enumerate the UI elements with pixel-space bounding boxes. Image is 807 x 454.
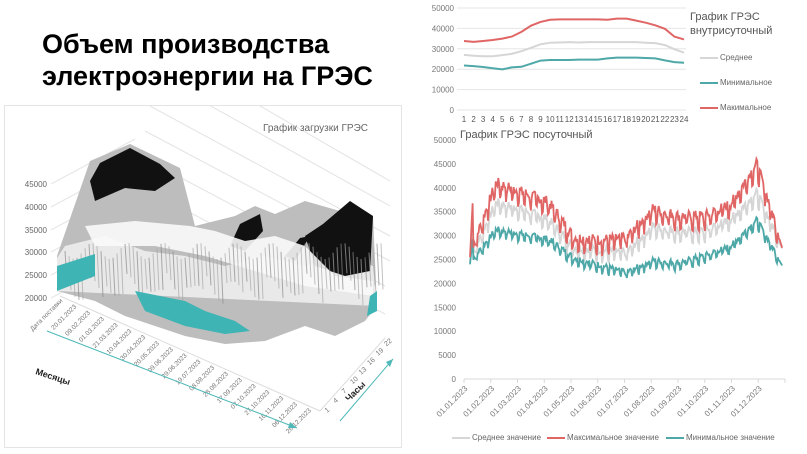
- svg-text:10: 10: [546, 115, 555, 124]
- svg-text:0: 0: [450, 106, 455, 115]
- svg-text:7: 7: [341, 388, 349, 396]
- daily-legend-swatch-min: [666, 436, 684, 439]
- svg-text:45000: 45000: [25, 180, 48, 189]
- svg-text:0: 0: [452, 375, 457, 384]
- svg-text:12: 12: [565, 115, 574, 124]
- svg-text:8: 8: [529, 115, 534, 124]
- x-axis-title: Месяцы: [34, 366, 71, 387]
- svg-text:20: 20: [641, 115, 650, 124]
- svg-text:4: 4: [332, 397, 340, 405]
- months-arrow-icon: [288, 422, 297, 428]
- svg-text:30000: 30000: [25, 248, 48, 257]
- daily-legend-label-min: Минимальное значение: [686, 433, 775, 442]
- daily-legend-label-max: Максимальное значение: [567, 433, 659, 442]
- daily-series-line: [469, 215, 783, 279]
- legend-swatch-avg: [700, 56, 718, 59]
- svg-text:15000: 15000: [434, 303, 457, 312]
- daily-legend-max: Максимальное значение: [547, 433, 659, 442]
- daily-chart: 0 5000 10000 15000 20000 25000 30000 35000 40000…: [434, 136, 786, 419]
- load-3d-chart: График загрузки ГРЭС 20000 25000 30000 3500…: [4, 50, 402, 448]
- daily-series-line: [469, 186, 783, 264]
- svg-text:20000: 20000: [434, 279, 457, 288]
- svg-text:23: 23: [670, 115, 679, 124]
- svg-text:3: 3: [481, 115, 486, 124]
- svg-text:1: 1: [462, 115, 467, 124]
- svg-text:11: 11: [555, 115, 564, 124]
- daily-legend-swatch-max: [547, 436, 565, 439]
- slide-title-line1: Объем производства: [42, 29, 330, 59]
- svg-text:50000: 50000: [434, 136, 457, 145]
- series-line: [463, 56, 685, 71]
- svg-text:16: 16: [603, 115, 612, 124]
- slide-title: Объем производства электроэнергии на ГРЭ…: [42, 28, 373, 92]
- svg-text:25000: 25000: [434, 256, 457, 265]
- svg-text:5: 5: [500, 115, 505, 124]
- intraday-title-line1: График ГРЭС: [690, 11, 760, 23]
- legend-item-min: Минимальное: [700, 78, 772, 87]
- legend-label-max: Макимальное: [720, 103, 772, 112]
- svg-text:15: 15: [593, 115, 602, 124]
- svg-text:22: 22: [660, 115, 669, 124]
- svg-text:35000: 35000: [434, 208, 457, 217]
- svg-text:7: 7: [519, 115, 524, 124]
- svg-text:17: 17: [613, 115, 622, 124]
- svg-text:21: 21: [651, 115, 660, 124]
- legend-swatch-min: [700, 81, 718, 84]
- svg-text:13: 13: [574, 115, 583, 124]
- svg-text:18: 18: [622, 115, 631, 124]
- svg-text:14: 14: [584, 115, 593, 124]
- daily-legend-avg: Среднее значение: [452, 433, 541, 442]
- legend-label-avg: Среднее: [720, 53, 753, 62]
- series-line: [463, 17, 685, 43]
- svg-text:30000: 30000: [432, 45, 455, 54]
- svg-text:6: 6: [510, 115, 515, 124]
- series-line: [463, 41, 685, 58]
- svg-text:20000: 20000: [432, 65, 455, 74]
- daily-series-line: [469, 155, 783, 258]
- svg-text:10000: 10000: [432, 86, 455, 95]
- intraday-chart-title: График ГРЭС внутрисуточный: [690, 10, 772, 38]
- svg-text:9: 9: [538, 115, 543, 124]
- svg-text:2: 2: [471, 115, 476, 124]
- svg-text:45000: 45000: [434, 160, 457, 169]
- svg-text:30000: 30000: [434, 232, 457, 241]
- legend-swatch-max: [700, 106, 718, 109]
- intraday-title-line2: внутрисуточный: [690, 25, 773, 37]
- svg-text:1: 1: [324, 407, 332, 415]
- svg-text:40000: 40000: [434, 184, 457, 193]
- legend-label-min: Минимальное: [720, 78, 773, 87]
- svg-text:24: 24: [680, 115, 689, 124]
- daily-legend-label-avg: Среднее значение: [472, 433, 542, 442]
- slide-title-line2: электроэнергии на ГРЭС: [42, 61, 373, 91]
- svg-text:19: 19: [632, 115, 641, 124]
- svg-text:10: 10: [349, 376, 360, 386]
- svg-text:16: 16: [366, 357, 377, 367]
- legend-item-max: Макимальное: [700, 103, 771, 112]
- svg-text:19: 19: [375, 347, 386, 357]
- daily-legend-swatch-avg: [452, 436, 470, 439]
- svg-text:35000: 35000: [25, 226, 48, 235]
- svg-text:22: 22: [383, 338, 394, 348]
- svg-text:50000: 50000: [432, 4, 455, 13]
- daily-chart-title: График ГРЭС посуточный: [460, 129, 593, 141]
- hours-arrow-icon: [386, 359, 393, 367]
- legend-item-avg: Среднее: [700, 53, 752, 62]
- svg-text:20000: 20000: [25, 294, 48, 303]
- svg-text:13: 13: [358, 366, 369, 376]
- daily-legend-min: Минимальное значение: [666, 433, 775, 442]
- svg-text:4: 4: [490, 115, 495, 124]
- svg-text:40000: 40000: [25, 203, 48, 212]
- load-3d-chart-title: График загрузки ГРЭС: [263, 123, 369, 134]
- svg-text:40000: 40000: [432, 24, 455, 33]
- svg-text:25000: 25000: [25, 271, 48, 280]
- svg-text:5000: 5000: [438, 351, 456, 360]
- svg-text:10000: 10000: [434, 327, 457, 336]
